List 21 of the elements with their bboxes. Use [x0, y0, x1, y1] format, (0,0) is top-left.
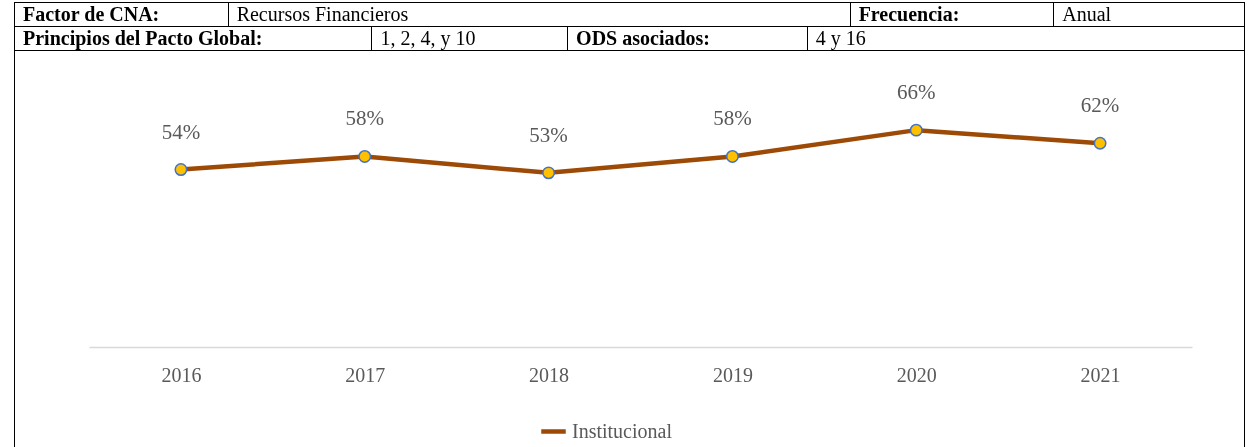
data-label: 58%: [713, 106, 752, 131]
x-tick-label: 2021: [1080, 363, 1121, 386]
x-tick-label: 2017: [345, 363, 386, 386]
text: Factor de CNA:: [15, 3, 229, 26]
text: 1, 2, 4, y 10: [372, 27, 569, 50]
text: ODS asociados:: [568, 27, 808, 50]
x-tick-label: 2019: [712, 363, 753, 386]
data-label: 66%: [897, 80, 936, 105]
data-label: 58%: [345, 106, 384, 131]
x-tick-label: 2020: [896, 363, 937, 386]
text: Anual: [1061, 3, 1113, 26]
text: Principios del Pacto Global:: [15, 27, 373, 50]
data-label: 53%: [529, 122, 568, 147]
text: Recursos Financieros: [228, 3, 851, 26]
x-tick-label: 2018: [529, 363, 570, 386]
data-label: 54%: [161, 119, 201, 144]
legend-label: Institucional: [572, 419, 673, 442]
data-label: 62%: [1080, 93, 1120, 118]
text: 4 y 16: [814, 27, 867, 50]
x-tick-label: 2016: [161, 363, 202, 386]
text: Frecuencia:: [850, 3, 1055, 26]
